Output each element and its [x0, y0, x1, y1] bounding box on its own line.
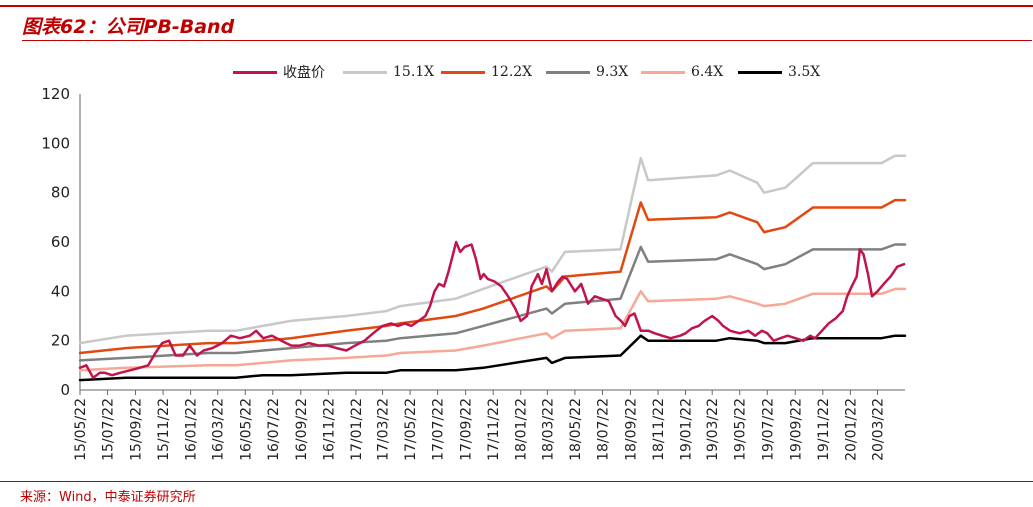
- x-tick-label: 19/03/22: [705, 398, 721, 461]
- y-tick-label: 80: [51, 184, 70, 202]
- chart-svg: 0 20 40 60 80 100 120 15/05/22 15/07/22 15/09/22 1…: [41, 85, 907, 461]
- series-line-3.5X: [78, 334, 907, 382]
- legend-swatch: [738, 70, 782, 74]
- legend-label: 3.5X: [788, 64, 821, 80]
- legend-swatch: [441, 70, 485, 74]
- chart-title: 图表62：公司PB-Band: [22, 16, 235, 38]
- x-tick-label: 20/03/22: [870, 398, 886, 461]
- x-tick-label: 16/03/22: [211, 398, 227, 461]
- y-tick-label: 40: [51, 282, 70, 300]
- x-tick-label: 17/11/22: [486, 398, 502, 461]
- x-tick-label: 17/07/22: [431, 398, 447, 461]
- y-tick-label: 60: [51, 233, 70, 251]
- series-line-6.4X: [78, 287, 907, 372]
- x-tick-label: 17/09/22: [459, 398, 475, 461]
- y-tick-label: 20: [51, 332, 70, 350]
- legend-item: 3.5X: [738, 62, 820, 82]
- series-line-15.1X: [78, 154, 907, 345]
- legend-swatch: [546, 70, 590, 74]
- series-line-9.3X: [78, 243, 907, 362]
- x-tick-label: 15/09/22: [129, 398, 145, 461]
- x-tick-label: 18/07/22: [595, 398, 611, 461]
- x-tick-label: 19/11/22: [816, 398, 832, 461]
- legend-label: 15.1X: [393, 64, 435, 80]
- legend-item: 9.3X: [546, 62, 628, 82]
- legend-item: 收盘价: [233, 62, 325, 82]
- legend-swatch: [641, 70, 685, 74]
- x-tick-label: 16/11/22: [321, 398, 337, 461]
- legend-item: 15.1X: [343, 62, 434, 82]
- x-tick-label: 18/11/22: [651, 398, 667, 461]
- x-tick-label: 19/05/22: [733, 398, 749, 461]
- x-tick-label: 18/05/22: [568, 398, 584, 461]
- series-line-收盘价: [78, 240, 906, 379]
- legend-label: 收盘价: [283, 65, 325, 81]
- x-tick-label: 17/05/22: [403, 398, 419, 461]
- chart-legend: 收盘价 15.1X 12.2X 9.3X 6.4X 3.5X: [0, 62, 1033, 82]
- top-rule: [0, 5, 1033, 7]
- x-tick-label: 18/09/22: [623, 398, 639, 461]
- legend-item: 6.4X: [641, 62, 723, 82]
- legend-label: 9.3X: [596, 64, 629, 80]
- source-note: 来源：Wind，中泰证券研究所: [20, 490, 196, 505]
- x-tick-label: 16/05/22: [238, 398, 254, 461]
- x-tick-label: 15/11/22: [156, 398, 172, 461]
- x-tick-label: 16/07/22: [266, 398, 282, 461]
- x-tick-label: 16/01/22: [184, 398, 200, 461]
- x-tick-label: 17/01/22: [349, 398, 365, 461]
- x-tick-label: 19/01/22: [679, 398, 695, 461]
- x-tick-label: 20/01/22: [843, 398, 859, 461]
- x-tick-label: 18/03/22: [540, 398, 556, 461]
- y-tick-label: 120: [41, 85, 70, 103]
- x-tick-label: 15/07/22: [101, 398, 117, 461]
- legend-swatch: [343, 70, 387, 74]
- x-tick-label: 19/07/22: [760, 398, 776, 461]
- legend-label: 6.4X: [691, 64, 724, 80]
- legend-swatch: [233, 70, 277, 74]
- y-tick-label: 100: [41, 134, 70, 152]
- x-tick-label: 18/01/22: [514, 398, 530, 461]
- legend-label: 12.2X: [491, 64, 533, 80]
- title-rule: [22, 40, 1032, 41]
- x-tick-label: 15/05/22: [73, 398, 89, 461]
- source-rule: [0, 481, 1033, 482]
- x-tick-label: 19/09/22: [788, 398, 804, 461]
- series-line-12.2X: [78, 198, 907, 355]
- legend-item: 12.2X: [441, 62, 532, 82]
- y-tick-label: 0: [60, 381, 70, 399]
- x-tick-label: 16/09/22: [294, 398, 310, 461]
- x-tick-label: 17/03/22: [376, 398, 392, 461]
